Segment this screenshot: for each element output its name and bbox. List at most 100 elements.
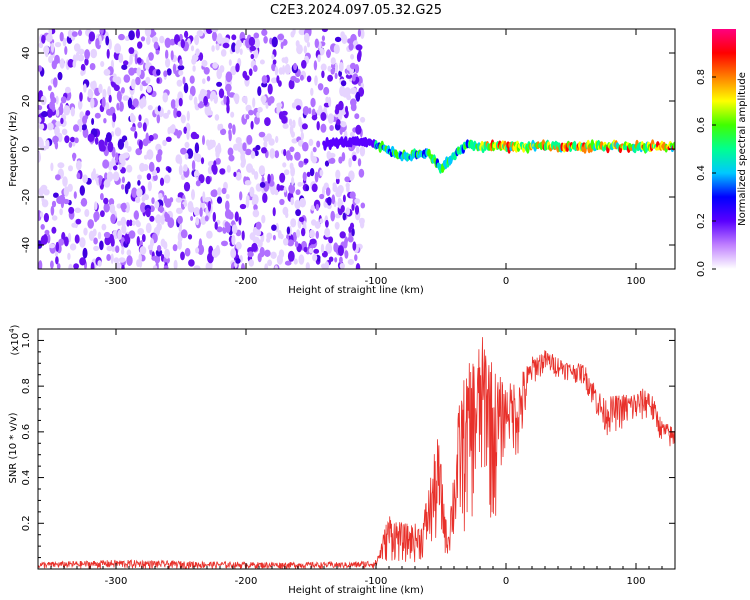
heatmap-noise-cell — [282, 162, 287, 168]
heatmap-x-tick-label: -100 — [365, 276, 388, 287]
heatmap-noise-cell — [40, 95, 47, 106]
heatmap-noise-cell — [306, 41, 311, 48]
heatmap-noise-cell — [221, 240, 228, 247]
heatmap-noise-cell — [87, 133, 95, 142]
heatmap-noise-cell — [216, 196, 223, 204]
heatmap-noise-cell — [216, 68, 222, 80]
heatmap-x-tick-label: -200 — [235, 276, 258, 287]
heatmap-noise-cell — [48, 55, 54, 64]
heatmap-noise-cell — [295, 209, 301, 217]
heatmap-noise-cell — [118, 257, 126, 263]
heatmap-noise-cell — [146, 85, 152, 93]
heatmap-y-axis: -40 -20 0 20 40 — [21, 47, 675, 253]
heatmap-noise-cell — [115, 245, 120, 253]
heatmap-noise-cell — [68, 206, 75, 214]
heatmap-noise-cell — [120, 202, 127, 211]
heatmap-noise-cell — [107, 86, 111, 97]
heatmap-noise-cell — [183, 82, 189, 94]
heatmap-noise-cell — [257, 86, 262, 97]
heatmap-noise-cell — [321, 29, 328, 33]
heatmap-noise-cell — [267, 97, 272, 106]
heatmap-noise-cell — [293, 62, 298, 71]
heatmap-noise-cell — [287, 239, 295, 247]
heatmap-noise-cell — [48, 243, 56, 249]
heatmap-noise-cell — [210, 139, 216, 148]
heatmap-noise-cell — [97, 260, 102, 267]
heatmap-noise-cell — [184, 30, 189, 38]
heatmap-noise-cell — [303, 45, 307, 54]
heatmap-noise-cell — [278, 185, 285, 191]
heatmap-noise-cell — [280, 41, 284, 50]
heatmap-noise-cell — [181, 203, 185, 210]
heatmap-noise-cell — [162, 139, 167, 147]
heatmap-noise-cell — [241, 263, 245, 269]
heatmap-noise-cell — [311, 155, 318, 164]
heatmap-noise-cell — [348, 42, 354, 51]
heatmap-noise-cell — [344, 87, 351, 97]
heatmap-noise-cell — [127, 146, 132, 152]
heatmap-noise-cell — [38, 42, 44, 49]
heatmap-noise-cell — [282, 65, 286, 75]
heatmap-noise-cell — [123, 60, 129, 66]
heatmap-noise-cell — [90, 97, 95, 109]
heatmap-noise-cell — [326, 49, 331, 59]
heatmap-noise-cell — [146, 36, 151, 45]
heatmap-noise-cell — [54, 54, 60, 64]
heatmap-noise-cell — [58, 194, 66, 204]
heatmap-noise-cell — [202, 135, 205, 146]
heatmap-noise-cell — [49, 101, 55, 110]
heatmap-noise-cell — [118, 101, 124, 112]
heatmap-noise-cell — [276, 254, 283, 265]
heatmap-noise-cell — [308, 247, 313, 254]
heatmap-noise-cell — [129, 53, 133, 65]
heatmap-noise-cell — [152, 265, 158, 269]
heatmap-noise-cell — [175, 98, 179, 109]
heatmap-noise-cell — [334, 62, 338, 74]
heatmap-noise-cell — [67, 252, 71, 260]
heatmap-noise-cell — [264, 249, 271, 257]
heatmap-noise-cell — [177, 215, 183, 225]
heatmap-noise-cell — [176, 110, 182, 118]
heatmap-noise-cell — [320, 123, 327, 133]
heatmap-noise-cell — [60, 117, 64, 125]
heatmap-noise-cell — [319, 193, 325, 200]
heatmap-noise-cell — [164, 37, 171, 48]
heatmap-noise-cell — [112, 112, 117, 123]
heatmap-noise-cell — [351, 228, 355, 237]
heatmap-noise-cell — [248, 36, 256, 47]
heatmap-noise-cell — [138, 114, 142, 122]
heatmap-noise-cell — [120, 87, 125, 94]
heatmap-noise-cell — [38, 117, 42, 123]
snr-y-tick-label: 1.0 — [21, 332, 32, 348]
heatmap-noise-cell — [277, 230, 282, 239]
heatmap-noise-cell — [355, 146, 360, 154]
heatmap-noise-cell — [98, 174, 102, 186]
heatmap-noise-cell — [340, 121, 347, 128]
heatmap-noise-cell — [358, 168, 365, 178]
heatmap-noise-cell — [294, 78, 301, 83]
heatmap-noise-cell — [271, 36, 278, 48]
heatmap-noise-cell — [320, 112, 327, 121]
heatmap-noise-cell — [239, 48, 243, 55]
heatmap-noise-cell — [159, 205, 164, 214]
heatmap-noise-cell — [261, 147, 267, 154]
heatmap-noise-cell — [145, 222, 152, 234]
heatmap-noise-cell — [59, 102, 64, 111]
heatmap-y-tick-label: -40 — [21, 237, 32, 253]
heatmap-noise-cell — [312, 146, 317, 153]
heatmap-noise-cell — [65, 86, 71, 94]
heatmap-noise-cell — [110, 213, 116, 224]
colorbar-ticks: 0.0 0.2 0.4 0.6 0.8 — [696, 69, 716, 277]
heatmap-noise-cell — [206, 230, 213, 239]
heatmap-noise-cell — [188, 94, 193, 101]
heatmap-noise-cell — [274, 265, 278, 269]
heatmap-noise-cell — [131, 187, 138, 198]
heatmap-noise-cell — [228, 122, 233, 130]
heatmap-noise-cell — [198, 238, 203, 250]
heatmap-noise-cell — [355, 91, 361, 102]
heatmap-noise-cell — [56, 108, 60, 117]
heatmap-noise-cell — [347, 38, 353, 44]
heatmap-noise-cell — [327, 113, 334, 124]
heatmap-noise-cell — [84, 49, 90, 60]
heatmap-noise-cell — [71, 222, 77, 228]
